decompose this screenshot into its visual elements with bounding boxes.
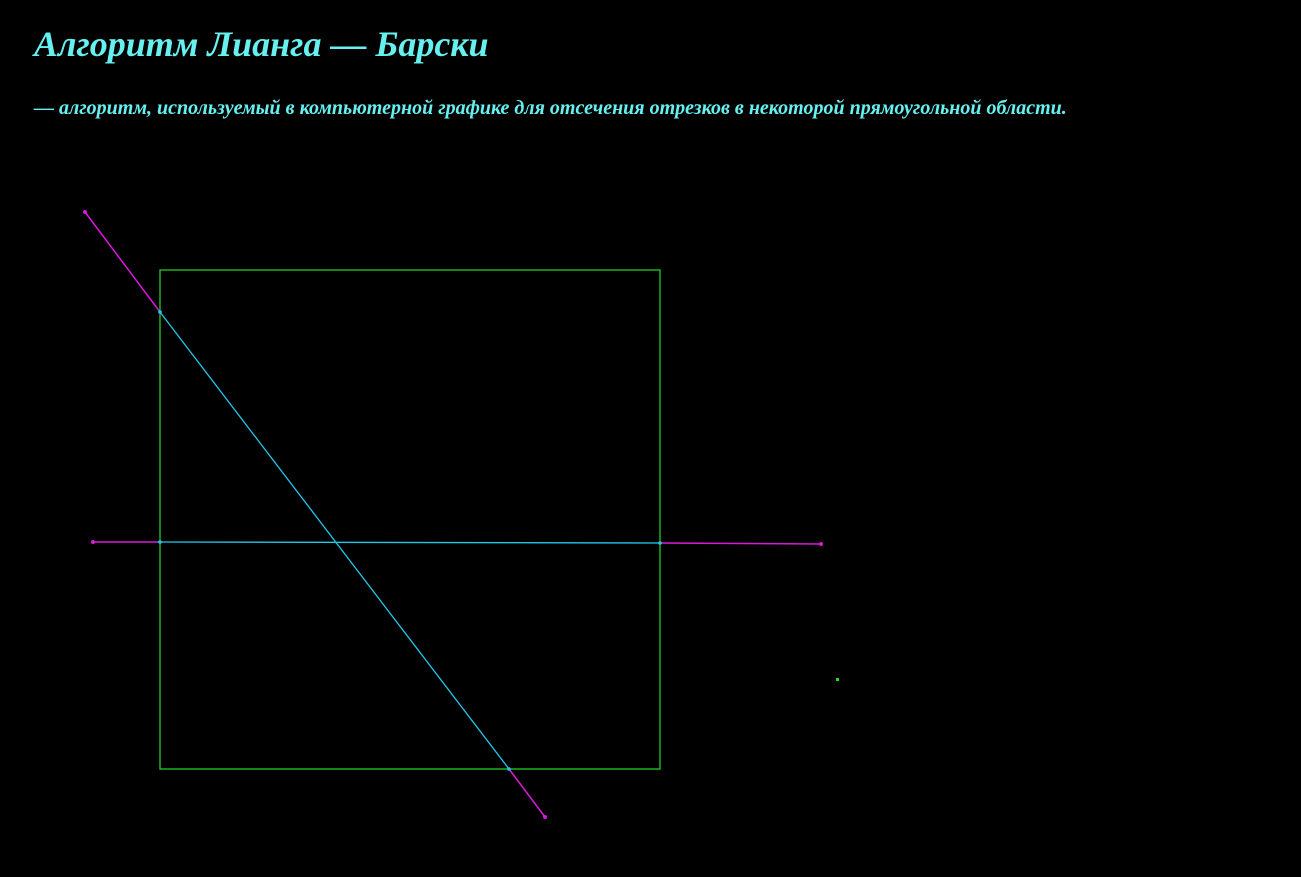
diagonal-exit-point (507, 767, 511, 771)
horizontal-entry-point (158, 540, 162, 544)
diagonal-segment-outside-bottom (508, 768, 546, 818)
clip-window (159, 269, 661, 770)
horizontal-segment-outside-right (659, 542, 822, 545)
horizontal-exit-point (658, 541, 662, 545)
horizontal-end-point (819, 542, 823, 546)
diagonal-end-point (543, 815, 547, 819)
diagonal-entry-point (158, 310, 162, 314)
horizontal-start-point (91, 540, 95, 544)
diagonal-segment-clipped (159, 311, 510, 770)
page-title: Алгоритм Лианга — Барски (34, 24, 489, 64)
horizontal-segment-clipped (159, 541, 661, 544)
green-dot-marker (836, 678, 839, 681)
diagonal-start-point (83, 210, 87, 214)
diagonal-segment-outside-top (84, 211, 161, 313)
page-subtitle: — алгоритм, используемый в компьютерной … (34, 97, 1067, 119)
